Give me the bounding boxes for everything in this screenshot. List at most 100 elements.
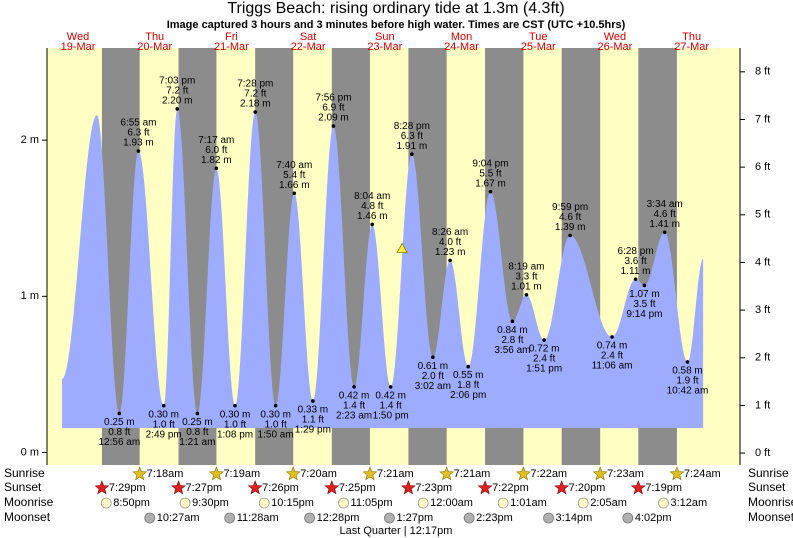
sunset-icon — [247, 480, 263, 495]
time-label: 2:49 pm — [146, 429, 182, 440]
ft-label: 1.4 ft — [343, 401, 365, 412]
time-label: 8:28 pm — [394, 121, 430, 132]
ft-label: 2.4 ft — [601, 351, 623, 362]
tide-point — [448, 258, 452, 263]
ft-label: 4.6 ft — [559, 212, 581, 223]
sunset-time: 7:27pm — [186, 482, 223, 494]
value-label: 0.30 m — [148, 409, 179, 420]
sunset-time: 7:29pm — [109, 482, 146, 494]
tide-point — [195, 411, 200, 416]
weekday-label: Sat — [300, 31, 317, 43]
ft-label: 3.3 ft — [515, 271, 537, 282]
weekday-label: Thu — [145, 31, 164, 43]
value-label: 1.66 m — [279, 180, 310, 191]
moonset-time: 11:28am — [237, 512, 279, 524]
sunrise-time: 7:24am — [684, 468, 721, 480]
moonrise-time: 9:30pm — [192, 497, 229, 509]
value-label: 2.09 m — [318, 113, 349, 124]
time-label: 6:28 pm — [618, 246, 654, 257]
ft-label: 3.6 ft — [624, 256, 646, 267]
y2-tick-label: 5 ft — [755, 209, 770, 221]
moonset-time: 10:27am — [157, 512, 200, 524]
weekday-label: Thu — [682, 31, 701, 43]
ft-label: 6.3 ft — [401, 131, 423, 142]
value-label: 1.41 m — [649, 219, 680, 230]
ft-label: 1.8 ft — [457, 380, 479, 391]
tide-area — [62, 108, 704, 428]
value-label: 0.25 m — [104, 417, 135, 428]
sunrise-icon — [515, 466, 531, 481]
moonset-icon — [144, 512, 156, 524]
time-label: 3:34 am — [647, 199, 683, 210]
tide-point — [311, 399, 315, 403]
row-label: Moonset — [748, 510, 793, 524]
y-tick-label: 2 m — [21, 134, 39, 146]
time-label: 9:59 pm — [552, 202, 588, 213]
sunrise-icon — [669, 466, 685, 481]
moonrise-icon — [577, 497, 589, 509]
time-label: 7:56 pm — [315, 93, 351, 104]
time-label: 1:50 am — [258, 429, 294, 440]
tide-point — [610, 335, 614, 339]
y2-tick-label: 2 ft — [755, 352, 770, 364]
moonset-time: 1:27pm — [396, 512, 433, 524]
time-label: 7:03 pm — [159, 76, 195, 87]
value-label: 0.72 m — [529, 344, 560, 355]
weekday-label: Mon — [451, 31, 472, 43]
ft-label: 1.0 ft — [264, 419, 286, 430]
tide-point — [331, 124, 336, 128]
weekday-label: Fri — [225, 31, 238, 43]
value-label: 0.58 m — [672, 366, 703, 377]
time-label: 1:51 pm — [526, 364, 562, 375]
tide-point — [542, 338, 546, 342]
date-label: 21-Mar — [214, 41, 249, 53]
sunset-time: 7:23pm — [415, 482, 452, 494]
row-label: Sunset — [748, 480, 786, 494]
moonrise-icon — [100, 497, 112, 509]
time-label: 9:14 pm — [626, 309, 662, 320]
sunset-icon — [324, 480, 340, 495]
ft-label: 6.3 ft — [127, 128, 149, 139]
time-label: 1:29 pm — [295, 425, 331, 436]
value-label: 1.82 m — [201, 155, 232, 166]
time-label: 1:50 pm — [373, 411, 409, 422]
weekday-label: Wed — [67, 31, 89, 43]
tide-point — [662, 230, 667, 235]
moonrise-time: 8:50pm — [113, 497, 150, 509]
date-label: 19-Mar — [61, 41, 96, 53]
ft-label: 2.4 ft — [533, 354, 555, 365]
moonset-icon — [463, 512, 475, 524]
sunrise-icon — [439, 466, 455, 481]
time-label: 1:21 am — [179, 437, 215, 448]
value-label: 0.33 m — [298, 405, 329, 416]
tide-point — [524, 292, 529, 297]
time-label: 8:19 am — [508, 261, 544, 272]
ft-label: 7.2 ft — [244, 89, 266, 100]
sunset-icon — [171, 480, 186, 495]
tide-point — [136, 149, 141, 153]
value-label: 0.30 m — [260, 409, 291, 420]
moonrise-time: 3:12am — [671, 497, 708, 509]
time-label: 2:06 pm — [450, 390, 486, 401]
value-label: 0.42 m — [339, 391, 370, 402]
sunrise-time: 7:20am — [300, 468, 337, 480]
ft-label: 1.1 ft — [302, 415, 324, 426]
moonrise-icon — [179, 497, 191, 509]
tide-point — [685, 360, 690, 364]
value-label: 0.30 m — [220, 409, 251, 420]
moonset-time: 4:02pm — [635, 512, 672, 524]
tide-point — [510, 319, 515, 324]
value-label: 0.61 m — [418, 361, 449, 372]
moonset-icon — [543, 512, 554, 524]
ft-label: 5.4 ft — [283, 170, 305, 181]
moonset-icon — [384, 512, 395, 524]
chart-title: Triggs Beach: rising ordinary tide at 1.… — [227, 0, 564, 17]
tide-point — [633, 277, 638, 281]
moonrise-icon — [658, 497, 669, 509]
ft-label: 6.9 ft — [322, 103, 344, 114]
current-level-marker — [396, 242, 408, 253]
tide-point — [388, 385, 393, 389]
row-label: Moonrise — [4, 495, 54, 509]
tide-point — [292, 191, 297, 196]
